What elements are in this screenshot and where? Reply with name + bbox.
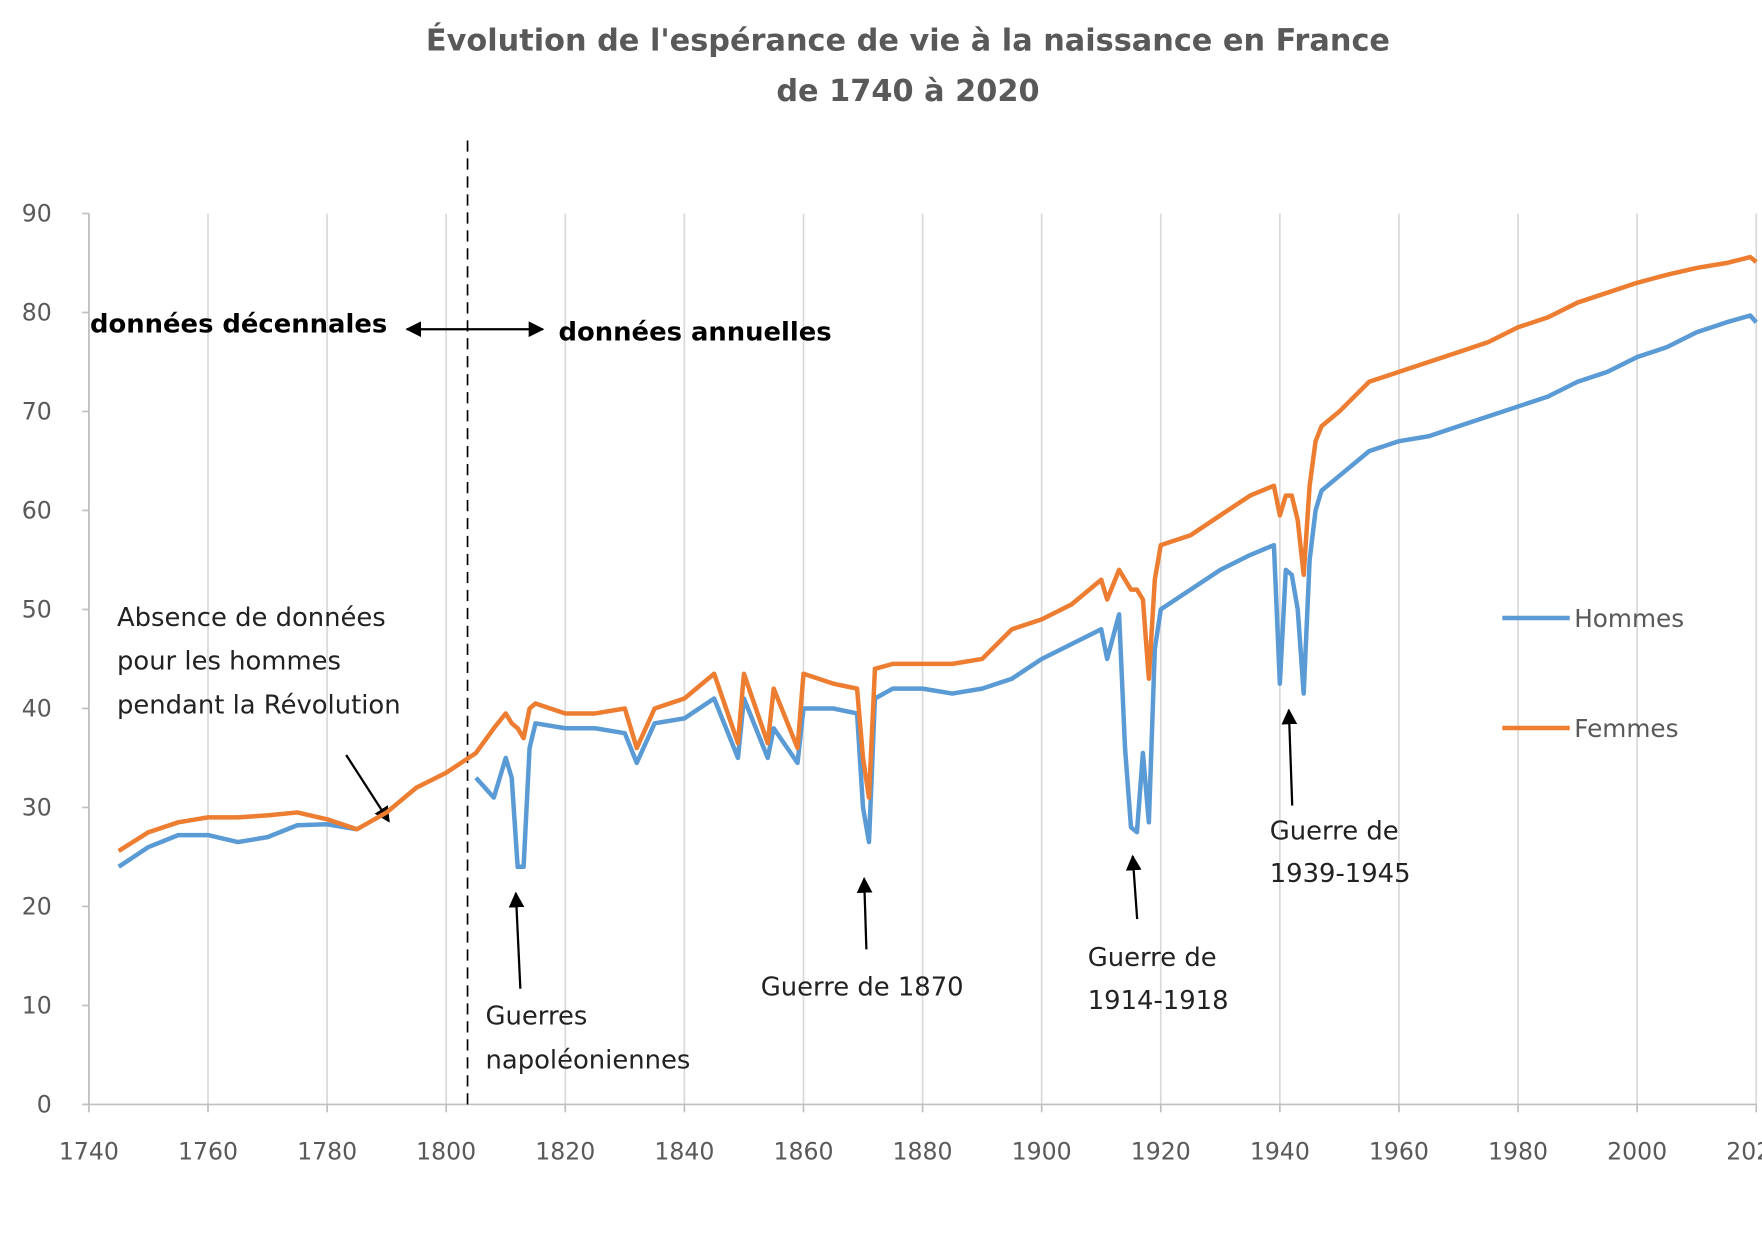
annotation: Absence de données bbox=[117, 603, 386, 633]
arrow bbox=[1281, 708, 1298, 806]
annotation: 1939-1945 bbox=[1270, 859, 1411, 889]
x-tick-label: 1780 bbox=[297, 1137, 357, 1165]
arrow bbox=[345, 754, 390, 823]
x-tick-label: 1820 bbox=[535, 1137, 595, 1165]
y-tick-label: 70 bbox=[22, 397, 52, 425]
annotation: 1914-1918 bbox=[1088, 986, 1229, 1016]
annotation: données annuelles bbox=[559, 317, 832, 347]
x-tick-label: 1840 bbox=[654, 1137, 714, 1165]
x-tick-label: 1900 bbox=[1012, 1137, 1072, 1165]
chart-title: Évolution de l'espérance de vie à la nai… bbox=[426, 23, 1390, 59]
y-tick-label: 20 bbox=[22, 892, 52, 920]
x-tick-label: 1940 bbox=[1250, 1137, 1310, 1165]
y-tick-label: 10 bbox=[22, 991, 52, 1019]
annotation: Guerres bbox=[486, 1002, 588, 1032]
y-tick-label: 80 bbox=[22, 298, 52, 326]
y-tick-label: 60 bbox=[22, 496, 52, 524]
x-tick-label: 1960 bbox=[1369, 1137, 1429, 1165]
arrow bbox=[508, 891, 525, 989]
arrow bbox=[856, 877, 873, 950]
chart-subtitle: de 1740 à 2020 bbox=[776, 74, 1039, 109]
annotation: Guerre de bbox=[1270, 816, 1399, 846]
legend-label: Hommes bbox=[1574, 604, 1684, 633]
annotation: Guerre de 1870 bbox=[761, 972, 964, 1002]
annotation: Guerre de bbox=[1088, 943, 1217, 973]
x-tick-label: 1880 bbox=[893, 1137, 953, 1165]
annotation: napoléoniennes bbox=[486, 1045, 691, 1075]
x-tick-label: 1980 bbox=[1488, 1137, 1548, 1165]
y-tick-label: 30 bbox=[22, 793, 52, 821]
x-tick-label: 1860 bbox=[773, 1137, 833, 1165]
x-tick-label: 2020 bbox=[1726, 1137, 1762, 1165]
x-tick-label: 1740 bbox=[59, 1137, 119, 1165]
arrow bbox=[1125, 854, 1142, 920]
y-tick-label: 40 bbox=[22, 694, 52, 722]
x-tick-label: 2000 bbox=[1607, 1137, 1667, 1165]
annotation: données décennales bbox=[90, 310, 387, 340]
x-tick-label: 1920 bbox=[1131, 1137, 1191, 1165]
y-tick-label: 0 bbox=[37, 1090, 52, 1118]
x-tick-label: 1760 bbox=[178, 1137, 238, 1165]
annotation: pour les hommes bbox=[117, 647, 341, 677]
series-line bbox=[117, 254, 1758, 853]
y-tick-label: 90 bbox=[22, 199, 52, 227]
series-line bbox=[117, 313, 1758, 870]
annotation: pendant la Révolution bbox=[117, 690, 401, 720]
x-tick-label: 1800 bbox=[416, 1137, 476, 1165]
legend-label: Femmes bbox=[1574, 714, 1678, 743]
y-tick-label: 50 bbox=[22, 595, 52, 623]
